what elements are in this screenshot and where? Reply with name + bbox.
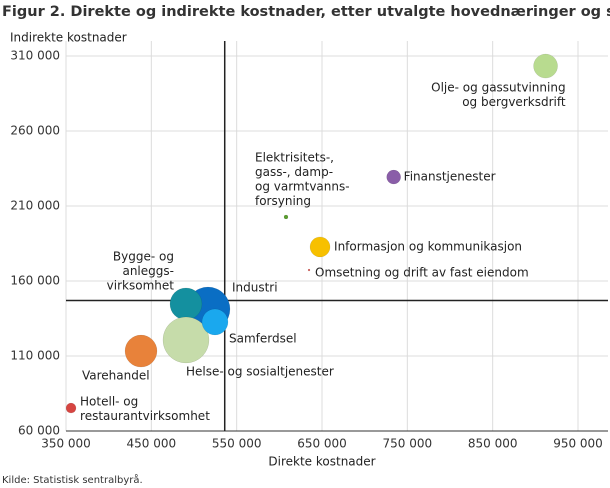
point-label: restaurantvirksomhet (80, 409, 210, 423)
point-label: Samferdsel (229, 331, 297, 345)
bubble (283, 214, 289, 220)
y-tick-label: 60 000 (18, 424, 60, 438)
y-tick-label: 160 000 (10, 274, 60, 288)
bubble (169, 287, 203, 321)
bubble (201, 308, 229, 336)
x-tick-label: 750 000 (383, 437, 433, 451)
bubble (307, 268, 311, 272)
x-tick-label: 650 000 (297, 437, 347, 451)
point-label: og varmtvanns- (255, 179, 350, 193)
point-label: Elektrisitets-, (255, 150, 334, 164)
point-label: Finanstjenester (404, 170, 496, 184)
point-label: Helse- og sosialtjenester (186, 364, 334, 378)
bubble (65, 402, 77, 414)
point-label: Bygge- og (113, 249, 174, 263)
bubble (309, 236, 331, 258)
point-label: Hotell- og (80, 395, 138, 409)
bubble (162, 316, 210, 364)
source: Kilde: Statistisk sentralbyrå. (2, 473, 143, 486)
point-label: forsyning (255, 194, 311, 208)
point-label: Industri (232, 281, 278, 295)
point-label: og bergverksdrift (462, 95, 566, 109)
x-tick-label: 350 000 (41, 437, 91, 451)
point-label: Varehandel (82, 369, 150, 383)
x-tick-label: 550 000 (212, 437, 262, 451)
y-tick-label: 310 000 (10, 49, 60, 63)
y-tick-label: 210 000 (10, 199, 60, 213)
y-tick-label: 260 000 (10, 124, 60, 138)
bubble (124, 334, 158, 368)
y-tick-label: 110 000 (10, 349, 60, 363)
x-tick-label: 850 000 (468, 437, 518, 451)
bubble (386, 169, 401, 185)
point-label: virksomhet (107, 278, 175, 292)
point-label: anleggs- (122, 264, 174, 278)
point-label: gass-, damp- (255, 165, 333, 179)
point-label: Olje- og gassutvinning (431, 81, 565, 95)
x-tick-label: 950 000 (553, 437, 603, 451)
chart-title: Figur 2. Direkte og indirekte kostnader,… (2, 4, 610, 20)
bubble (533, 53, 558, 79)
x-axis-label: Direkte kostnader (268, 455, 375, 469)
x-tick-label: 450 000 (127, 437, 177, 451)
y-axis-label: Indirekte kostnader (10, 31, 127, 45)
point-label: Informasjon og kommunikasjon (334, 239, 522, 253)
point-label: Omsetning og drift av fast eiendom (315, 266, 529, 280)
